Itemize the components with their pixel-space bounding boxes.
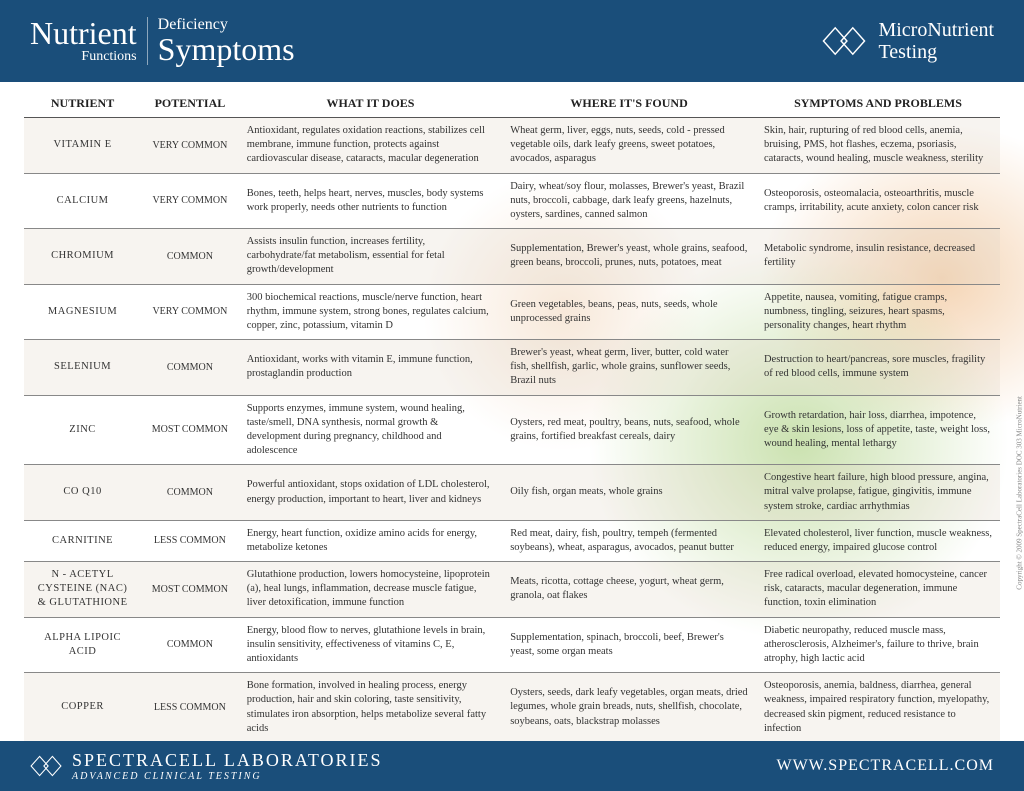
title-nutrient: Nutrient [30, 17, 137, 49]
footer-url: WWW.SPECTRACELL.COM [776, 757, 994, 775]
table-row: CHROMIUMCOMMONAssists insulin function, … [24, 229, 1000, 285]
title-functions: Functions [30, 49, 137, 65]
cell-symptoms: Diabetic neuropathy, reduced muscle mass… [756, 617, 1000, 673]
table-row: CALCIUMVERY COMMONBones, teeth, helps he… [24, 173, 1000, 229]
cell-what: Antioxidant, regulates oxidation reactio… [239, 118, 503, 174]
cell-symptoms: Appetite, nausea, vomiting, fatigue cram… [756, 284, 1000, 340]
cell-symptoms: Skin, hair, rupturing of red blood cells… [756, 118, 1000, 174]
cell-symptoms: Metabolic syndrome, insulin resistance, … [756, 229, 1000, 285]
table-row: CARNITINELESS COMMONEnergy, heart functi… [24, 520, 1000, 561]
cell-where: Meats, ricotta, cottage cheese, yogurt, … [502, 562, 756, 618]
cell-nutrient: CALCIUM [24, 173, 141, 229]
cell-potential: COMMON [141, 465, 239, 521]
cell-potential: VERY COMMON [141, 118, 239, 174]
col-nutrient: NUTRIENT [24, 92, 141, 118]
table-container: NUTRIENT POTENTIAL WHAT IT DOES WHERE IT… [0, 82, 1024, 741]
cell-what: Bone formation, involved in healing proc… [239, 673, 503, 741]
cell-what: Energy, heart function, oxidize amino ac… [239, 520, 503, 561]
brand-line2: Testing [878, 41, 994, 63]
cell-nutrient: ALPHA LIPOIC ACID [24, 617, 141, 673]
cell-potential: MOST COMMON [141, 562, 239, 618]
table-row: VITAMIN EVERY COMMONAntioxidant, regulat… [24, 118, 1000, 174]
col-potential: POTENTIAL [141, 92, 239, 118]
cell-what: Supports enzymes, immune system, wound h… [239, 395, 503, 465]
title-right-group: Deficiency Symptoms [148, 17, 295, 65]
header-bar: Nutrient Functions Deficiency Symptoms M… [0, 0, 1024, 82]
cell-nutrient: CO Q10 [24, 465, 141, 521]
cell-where: Green vegetables, beans, peas, nuts, see… [502, 284, 756, 340]
cell-nutrient: MAGNESIUM [24, 284, 141, 340]
table-row: ZINCMOST COMMONSupports enzymes, immune … [24, 395, 1000, 465]
cell-potential: COMMON [141, 617, 239, 673]
table-row: SELENIUMCOMMONAntioxidant, works with vi… [24, 340, 1000, 396]
cell-what: Powerful antioxidant, stops oxidation of… [239, 465, 503, 521]
cell-symptoms: Free radical overload, elevated homocyst… [756, 562, 1000, 618]
table-row: COPPERLESS COMMONBone formation, involve… [24, 673, 1000, 741]
cell-nutrient: CHROMIUM [24, 229, 141, 285]
cell-potential: LESS COMMON [141, 520, 239, 561]
cell-where: Oysters, red meat, poultry, beans, nuts,… [502, 395, 756, 465]
cell-what: Glutathione production, lowers homocyste… [239, 562, 503, 618]
cell-where: Supplementation, spinach, broccoli, beef… [502, 617, 756, 673]
cell-symptoms: Destruction to heart/pancreas, sore musc… [756, 340, 1000, 396]
diamonds-icon [30, 750, 62, 782]
table-header-row: NUTRIENT POTENTIAL WHAT IT DOES WHERE IT… [24, 92, 1000, 118]
cell-nutrient: CARNITINE [24, 520, 141, 561]
table-row: ALPHA LIPOIC ACIDCOMMONEnergy, blood flo… [24, 617, 1000, 673]
footer-brand-text: SPECTRACELL LABORATORIES ADVANCED CLINIC… [72, 750, 383, 782]
table-row: CO Q10COMMONPowerful antioxidant, stops … [24, 465, 1000, 521]
cell-where: Dairy, wheat/soy flour, molasses, Brewer… [502, 173, 756, 229]
header-brand: MicroNutrient Testing [822, 19, 994, 63]
cell-nutrient: ZINC [24, 395, 141, 465]
cell-symptoms: Osteoporosis, osteomalacia, osteoarthrit… [756, 173, 1000, 229]
cell-what: 300 biochemical reactions, muscle/nerve … [239, 284, 503, 340]
cell-nutrient: N - ACETYL CYSTEINE (NAC) & GLUTATHIONE [24, 562, 141, 618]
cell-what: Bones, teeth, helps heart, nerves, muscl… [239, 173, 503, 229]
cell-symptoms: Osteoporosis, anemia, baldness, diarrhea… [756, 673, 1000, 741]
cell-what: Energy, blood flow to nerves, glutathion… [239, 617, 503, 673]
cell-symptoms: Growth retardation, hair loss, diarrhea,… [756, 395, 1000, 465]
nutrient-table: NUTRIENT POTENTIAL WHAT IT DOES WHERE IT… [24, 92, 1000, 741]
cell-where: Oily fish, organ meats, whole grains [502, 465, 756, 521]
cell-potential: COMMON [141, 340, 239, 396]
cell-what: Antioxidant, works with vitamin E, immun… [239, 340, 503, 396]
cell-potential: VERY COMMON [141, 284, 239, 340]
footer-brand-block: SPECTRACELL LABORATORIES ADVANCED CLINIC… [30, 750, 383, 782]
cell-what: Assists insulin function, increases fert… [239, 229, 503, 285]
cell-where: Wheat germ, liver, eggs, nuts, seeds, co… [502, 118, 756, 174]
footer-brand: SPECTRACELL LABORATORIES [72, 750, 383, 771]
copyright-text: Copyright © 2009 SpectraCell Laboratorie… [1016, 396, 1024, 590]
diamonds-icon [822, 19, 866, 63]
cell-nutrient: SELENIUM [24, 340, 141, 396]
col-what: WHAT IT DOES [239, 92, 503, 118]
table-row: MAGNESIUMVERY COMMON300 biochemical reac… [24, 284, 1000, 340]
cell-where: Brewer's yeast, wheat germ, liver, butte… [502, 340, 756, 396]
table-row: N - ACETYL CYSTEINE (NAC) & GLUTATHIONEM… [24, 562, 1000, 618]
cell-where: Supplementation, Brewer's yeast, whole g… [502, 229, 756, 285]
cell-where: Oysters, seeds, dark leafy vegetables, o… [502, 673, 756, 741]
cell-potential: COMMON [141, 229, 239, 285]
cell-potential: LESS COMMON [141, 673, 239, 741]
title-symptoms: Symptoms [158, 33, 295, 65]
title-left-group: Nutrient Functions [30, 17, 148, 65]
cell-symptoms: Elevated cholesterol, liver function, mu… [756, 520, 1000, 561]
cell-potential: VERY COMMON [141, 173, 239, 229]
brand-line1: MicroNutrient [878, 19, 994, 41]
cell-where: Red meat, dairy, fish, poultry, tempeh (… [502, 520, 756, 561]
cell-potential: MOST COMMON [141, 395, 239, 465]
cell-symptoms: Congestive heart failure, high blood pre… [756, 465, 1000, 521]
brand-text: MicroNutrient Testing [878, 19, 994, 63]
col-symptoms: SYMPTOMS AND PROBLEMS [756, 92, 1000, 118]
title-block: Nutrient Functions Deficiency Symptoms [30, 17, 295, 65]
footer-bar: SPECTRACELL LABORATORIES ADVANCED CLINIC… [0, 741, 1024, 791]
cell-nutrient: COPPER [24, 673, 141, 741]
cell-nutrient: VITAMIN E [24, 118, 141, 174]
col-where: WHERE IT'S FOUND [502, 92, 756, 118]
footer-tagline: ADVANCED CLINICAL TESTING [72, 771, 383, 782]
